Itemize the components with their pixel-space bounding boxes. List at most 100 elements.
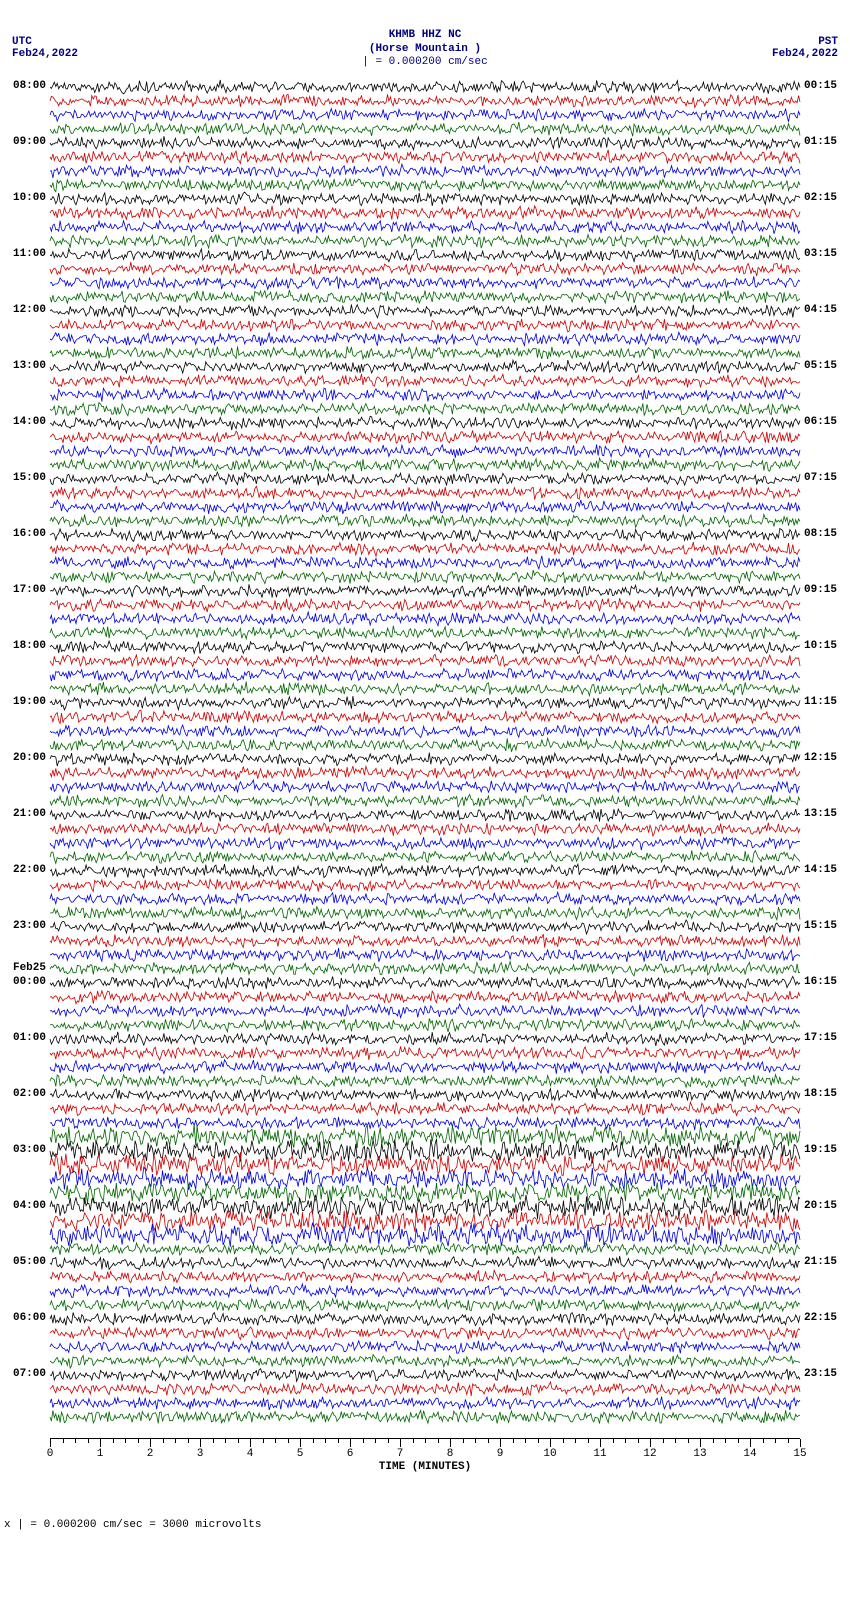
utc-time-label: 17:00 <box>13 584 46 596</box>
x-tick-major <box>150 1439 151 1447</box>
x-tick-minor <box>575 1439 576 1443</box>
x-tick-minor <box>188 1439 189 1443</box>
utc-time-label: 05:00 <box>13 1256 46 1268</box>
header-right: PST Feb24,2022 <box>772 36 838 60</box>
utc-time-label: 18:00 <box>13 640 46 652</box>
pst-time-label: 16:15 <box>804 976 837 988</box>
x-tick-minor <box>338 1439 339 1443</box>
x-tick-major <box>500 1439 501 1447</box>
x-tick-minor <box>738 1439 739 1443</box>
header: UTC Feb24,2022 KHMB HHZ NC (Horse Mounta… <box>0 0 850 80</box>
pst-time-label: 11:15 <box>804 696 837 708</box>
x-tick-minor <box>788 1439 789 1443</box>
x-tick-minor <box>625 1439 626 1443</box>
x-tick-minor <box>75 1439 76 1443</box>
x-tick-label: 2 <box>147 1448 154 1460</box>
pst-time-label: 09:15 <box>804 584 837 596</box>
utc-time-label: 06:00 <box>13 1312 46 1324</box>
x-tick-label: 5 <box>297 1448 304 1460</box>
right-tz: PST <box>772 36 838 48</box>
x-tick-minor <box>213 1439 214 1443</box>
x-tick-minor <box>438 1439 439 1443</box>
utc-time-label: 00:00 <box>13 976 46 988</box>
x-tick-minor <box>775 1439 776 1443</box>
x-tick-label: 7 <box>397 1448 404 1460</box>
x-tick-label: 0 <box>47 1448 54 1460</box>
left-date: Feb24,2022 <box>12 48 78 60</box>
utc-time-label: 08:00 <box>13 80 46 92</box>
utc-time-label: 01:00 <box>13 1032 46 1044</box>
station-location: (Horse Mountain ) <box>0 42 850 56</box>
utc-time-label: 09:00 <box>13 136 46 148</box>
x-tick-minor <box>238 1439 239 1443</box>
x-tick-minor <box>475 1439 476 1443</box>
x-tick-major <box>550 1439 551 1447</box>
pst-time-label: 01:15 <box>804 136 837 148</box>
pst-time-label: 07:15 <box>804 472 837 484</box>
utc-time-label: 15:00 <box>13 472 46 484</box>
x-tick-minor <box>563 1439 564 1443</box>
utc-time-label: 03:00 <box>13 1144 46 1156</box>
x-tick-minor <box>313 1439 314 1443</box>
x-tick-label: 15 <box>793 1448 806 1460</box>
pst-time-label: 12:15 <box>804 752 837 764</box>
x-tick-major <box>650 1439 651 1447</box>
date-marker: Feb25 <box>13 962 46 974</box>
utc-time-label: 07:00 <box>13 1368 46 1380</box>
utc-time-label: 04:00 <box>13 1200 46 1212</box>
x-tick-minor <box>513 1439 514 1443</box>
x-tick-minor <box>675 1439 676 1443</box>
x-tick-minor <box>713 1439 714 1443</box>
x-tick-minor <box>363 1439 364 1443</box>
pst-time-label: 04:15 <box>804 304 837 316</box>
pst-time-label: 00:15 <box>804 80 837 92</box>
x-tick-minor <box>613 1439 614 1443</box>
x-tick-minor <box>588 1439 589 1443</box>
utc-time-label: 22:00 <box>13 864 46 876</box>
utc-time-label: 16:00 <box>13 528 46 540</box>
pst-time-label: 17:15 <box>804 1032 837 1044</box>
x-tick-major <box>800 1439 801 1447</box>
utc-time-label: 11:00 <box>13 248 46 260</box>
utc-time-label: 02:00 <box>13 1088 46 1100</box>
pst-time-label: 03:15 <box>804 248 837 260</box>
utc-time-label: 12:00 <box>13 304 46 316</box>
x-tick-major <box>700 1439 701 1447</box>
scale-indicator: | = 0.000200 cm/sec <box>0 56 850 68</box>
x-tick-minor <box>725 1439 726 1443</box>
x-axis-title: TIME (MINUTES) <box>379 1461 471 1473</box>
x-tick-minor <box>263 1439 264 1443</box>
x-tick-minor <box>125 1439 126 1443</box>
x-tick-label: 4 <box>247 1448 254 1460</box>
x-tick-major <box>350 1439 351 1447</box>
trace-row <box>50 1416 800 1430</box>
pst-time-label: 06:15 <box>804 416 837 428</box>
pst-time-label: 14:15 <box>804 864 837 876</box>
pst-time-label: 22:15 <box>804 1312 837 1324</box>
pst-time-label: 15:15 <box>804 920 837 932</box>
utc-time-label: 19:00 <box>13 696 46 708</box>
x-tick-minor <box>388 1439 389 1443</box>
x-tick-major <box>300 1439 301 1447</box>
utc-time-label: 14:00 <box>13 416 46 428</box>
utc-time-label: 21:00 <box>13 808 46 820</box>
x-tick-major <box>200 1439 201 1447</box>
seismogram-plot: 08:0000:1509:0001:1510:0002:1511:0003:15… <box>50 80 800 1438</box>
pst-time-label: 13:15 <box>804 808 837 820</box>
pst-time-label: 08:15 <box>804 528 837 540</box>
x-tick-minor <box>488 1439 489 1443</box>
x-tick-label: 9 <box>497 1448 504 1460</box>
pst-time-label: 02:15 <box>804 192 837 204</box>
x-axis: TIME (MINUTES) 0123456789101112131415 <box>50 1438 800 1479</box>
x-tick-label: 10 <box>543 1448 556 1460</box>
x-tick-label: 12 <box>643 1448 656 1460</box>
utc-time-label: 10:00 <box>13 192 46 204</box>
x-tick-major <box>50 1439 51 1447</box>
header-left: UTC Feb24,2022 <box>12 36 78 60</box>
x-tick-minor <box>763 1439 764 1443</box>
utc-time-label: 13:00 <box>13 360 46 372</box>
pst-time-label: 10:15 <box>804 640 837 652</box>
x-tick-minor <box>113 1439 114 1443</box>
x-tick-label: 1 <box>97 1448 104 1460</box>
x-tick-minor <box>538 1439 539 1443</box>
